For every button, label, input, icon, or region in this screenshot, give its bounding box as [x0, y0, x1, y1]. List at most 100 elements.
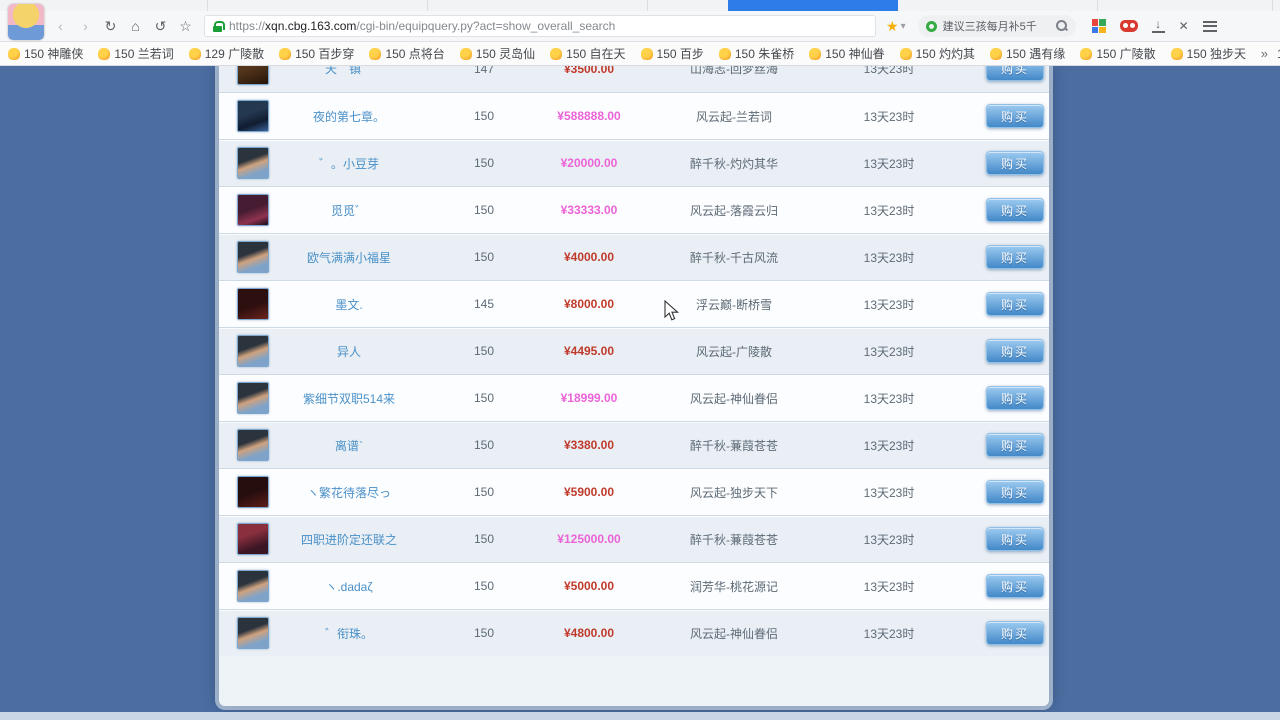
buy-button[interactable]: 购买 [986, 480, 1044, 504]
buy-button[interactable]: 购买 [986, 245, 1044, 269]
buy-button[interactable]: 购买 [986, 151, 1044, 175]
character-name-link[interactable]: 觅觅゛ [330, 203, 367, 218]
tab-title: 《倩女幽魂2》藏宝阁 [1152, 0, 1238, 2]
bookmark-item[interactable]: 129 广陵散 [188, 45, 264, 62]
bookmark-item[interactable]: 150 点将台 [369, 45, 445, 62]
character-avatar[interactable] [237, 66, 269, 85]
character-avatar[interactable] [237, 523, 269, 555]
screenshot-icon[interactable]: ✕ [1178, 19, 1189, 33]
buy-button[interactable]: 购买 [986, 198, 1044, 222]
browser-tab-active[interactable]: 《倩女幽魂2》藏宝阁 [728, 0, 898, 11]
back-icon[interactable]: ‹ [58, 18, 63, 34]
star-outline-icon[interactable]: ☆ [179, 17, 192, 34]
character-name-link[interactable]: 离谱` [335, 438, 363, 453]
bookmark-item[interactable]: 150 朱雀桥 [718, 45, 794, 62]
character-avatar[interactable] [237, 382, 269, 414]
price: ¥33333.00 [560, 203, 618, 217]
character-avatar[interactable] [237, 194, 269, 226]
page-background: 天゛镇゛ 147 ¥3500.00 山海志-回梦丝海 13天23时 购买 夜的第… [0, 66, 1280, 720]
buy-button[interactable]: 购买 [986, 66, 1044, 81]
buy-button[interactable]: 购买 [986, 292, 1044, 316]
buy-button[interactable]: 购买 [986, 386, 1044, 410]
character-avatar[interactable] [237, 570, 269, 602]
browser-tab[interactable]: 什么 [518, 0, 648, 11]
buy-button[interactable]: 购买 [986, 527, 1044, 551]
buy-button[interactable]: 购买 [986, 574, 1044, 598]
character-name-link[interactable]: 异人 [336, 344, 361, 359]
browser-tab[interactable]: 新倩女幽魂里新主题房间7 [48, 0, 208, 11]
search-suggestion-text: 建议三孩每月补5千 [942, 21, 1037, 33]
download-icon[interactable]: ↓ [1151, 18, 1165, 33]
bookmark-star-icon[interactable]: ★ [886, 17, 899, 34]
bookmark-favicon [1080, 47, 1093, 60]
table-row: 天゛镇゛ 147 ¥3500.00 山海志-回梦丝海 13天23时 购买 [219, 66, 1049, 92]
tab-title: 新倩女幽魂副本攻略 [262, 0, 343, 2]
bookmark-item[interactable]: 150 百步穿 [279, 45, 354, 62]
character-avatar[interactable] [237, 241, 269, 273]
character-avatar[interactable] [237, 100, 269, 132]
bookmark-item[interactable]: 150 独步天 [1170, 45, 1246, 62]
character-avatar[interactable] [237, 476, 269, 508]
url-scheme: https:// [229, 19, 266, 33]
browser-tab[interactable]: 《倩女幽魂2》藏宝阁 [1128, 0, 1273, 11]
menu-icon[interactable] [1202, 20, 1217, 32]
bookmark-item[interactable]: 150 自在天 [550, 45, 626, 62]
server-name: 风云起-独步天下 [690, 485, 778, 500]
browser-tab[interactable]: 《倩女幽魂2》藏宝阁 [933, 0, 1098, 11]
bookmark-item[interactable]: 150 广陵散 [1080, 45, 1156, 62]
price: ¥588888.00 [557, 109, 621, 123]
server-name: 风云起-兰若词 [696, 109, 772, 124]
buy-button[interactable]: 购买 [986, 621, 1044, 645]
character-avatar[interactable] [237, 288, 269, 320]
undo-icon[interactable]: ↺ [154, 17, 167, 34]
character-name-link[interactable]: 墨文. [335, 297, 363, 312]
server-name: 风云起-神仙眷侣 [690, 391, 778, 406]
character-name-link[interactable]: ヽ繁花待落尽っ [306, 485, 391, 500]
buy-button[interactable]: 购买 [986, 104, 1044, 128]
character-avatar[interactable] [237, 429, 269, 461]
bookmark-item[interactable]: 150 兰若词 [98, 45, 174, 62]
character-level: 150 [473, 203, 495, 217]
bookmark-item[interactable]: 150 灼灼其 [899, 45, 975, 62]
browser-tab[interactable]: 新倩女幽魂副本攻略 [238, 0, 428, 11]
bookmark-item[interactable]: 150 灵岛仙 [459, 45, 535, 62]
tab-title: 《倩女幽魂2》藏宝阁 [752, 0, 838, 2]
refresh-icon[interactable]: ↻ [104, 17, 117, 34]
apps-grid-icon[interactable] [1091, 19, 1106, 33]
character-name-link[interactable]: 欧气满满小福星 [306, 250, 391, 265]
server-name: 醉千秋-蒹葭苍苍 [690, 532, 778, 547]
browser-profile-avatar[interactable] [8, 4, 44, 40]
character-avatar[interactable] [237, 617, 269, 649]
character-name-link[interactable]: ゛。小豆芽 [318, 156, 379, 171]
character-avatar[interactable] [237, 335, 269, 367]
address-bar[interactable]: https://xqn.cbg.163.com/cgi-bin/equipque… [204, 15, 876, 37]
games-icon[interactable] [1119, 20, 1138, 32]
search-input[interactable]: 建议三孩每月补5千 [917, 15, 1076, 37]
chevron-down-icon[interactable]: ▾ [900, 20, 906, 32]
character-name-link[interactable]: 紫细节双职514来 [302, 391, 396, 406]
character-name-link[interactable]: ヽ.dadaζ [325, 579, 373, 594]
search-icon[interactable] [1055, 20, 1068, 32]
bookmark-item[interactable]: 150 神雕侠 [8, 45, 83, 62]
tab-title: 《倩女幽魂2》藏宝阁 [957, 0, 1043, 2]
forward-icon[interactable]: › [83, 18, 88, 34]
character-avatar[interactable] [237, 147, 269, 179]
buy-button[interactable]: 购买 [986, 433, 1044, 457]
bookmark-favicon [809, 47, 822, 60]
character-name-link[interactable]: 夜的第七章。 [312, 109, 385, 124]
bookmark-item[interactable]: 150 百步 [640, 45, 704, 62]
bookmark-item[interactable]: 150 神仙眷 [809, 45, 885, 62]
bookmarks-overflow-chevron[interactable]: » [1254, 42, 1274, 65]
table-row: 紫细节双职514来 150 ¥18999.00 风云起-神仙眷侣 13天23时 … [219, 374, 1049, 421]
time-remaining: 13天23时 [863, 485, 915, 500]
character-name-link[interactable]: ゛衔珠。 [324, 626, 373, 641]
tab-title: 什么 [542, 0, 560, 2]
bookmark-item[interactable]: 150 遇有缘 [989, 45, 1065, 62]
character-level: 150 [473, 391, 495, 405]
character-name-link[interactable]: 四职进阶定还联之 [300, 532, 397, 547]
character-level: 147 [473, 66, 495, 76]
buy-button[interactable]: 购买 [986, 339, 1044, 363]
character-listing-panel: 天゛镇゛ 147 ¥3500.00 山海志-回梦丝海 13天23时 购买 夜的第… [219, 66, 1049, 706]
character-name-link[interactable]: 天゛镇゛ [324, 66, 373, 76]
home-icon[interactable]: ⌂ [131, 18, 140, 34]
